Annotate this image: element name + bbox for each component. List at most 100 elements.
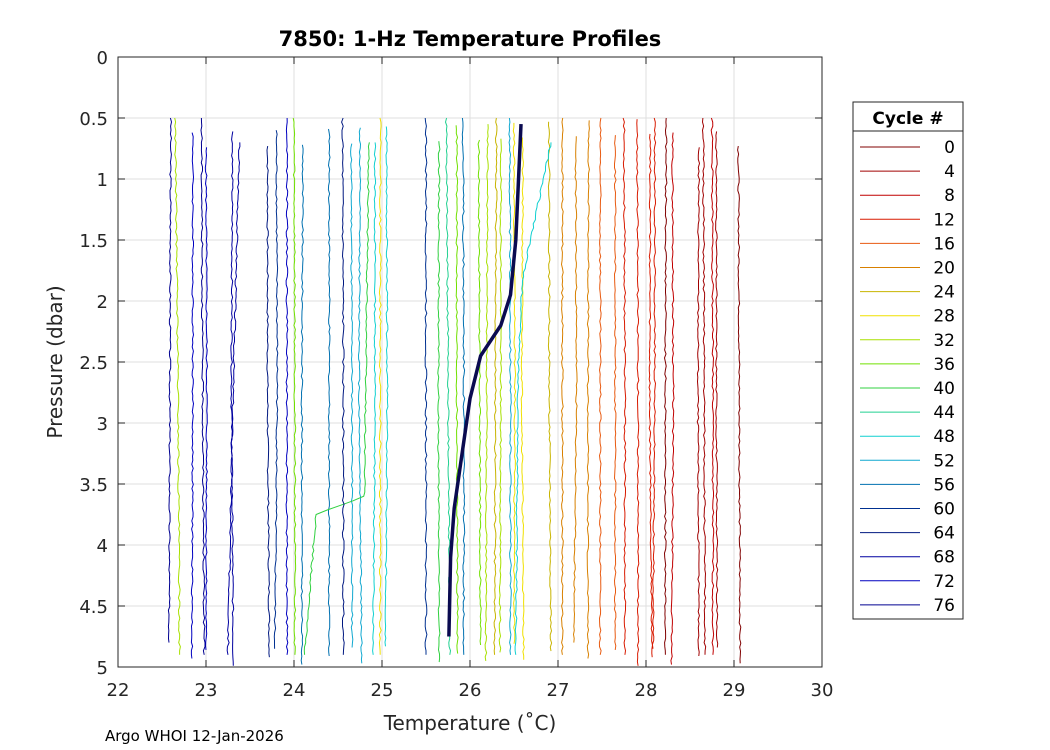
profile-line <box>372 142 377 655</box>
profile-line <box>384 126 389 647</box>
legend-label: 12 <box>933 210 955 230</box>
profile-line <box>696 147 701 657</box>
profile-line <box>648 133 654 658</box>
profile-line <box>167 117 173 643</box>
profile-line <box>613 135 617 650</box>
legend-label: 36 <box>933 355 955 375</box>
profile-line <box>327 128 331 657</box>
profile-line-cycle-36 <box>292 117 297 655</box>
profile-line-cycle-28 <box>378 117 382 655</box>
y-tick-label: 0 <box>97 48 108 69</box>
profile-line-cycle-40 <box>303 142 370 655</box>
y-tick-label: 1 <box>97 170 108 191</box>
legend-label: 28 <box>933 307 955 327</box>
y-tick-label: 3.5 <box>79 475 108 496</box>
y-axis-label: Pressure (dbar) <box>43 285 67 438</box>
chart-title: 7850: 1-Hz Temperature Profiles <box>279 27 662 51</box>
profile-line-cycle-24 <box>493 117 498 655</box>
legend-label: 44 <box>933 403 955 423</box>
legend-label: 52 <box>933 451 955 471</box>
profile-line <box>572 136 578 643</box>
x-axis-label: Temperature (˚C) <box>383 711 557 735</box>
profile-line <box>651 117 657 649</box>
y-tick-label: 2.5 <box>79 353 108 374</box>
legend-label: 68 <box>933 548 955 568</box>
latest-profile-line <box>447 124 523 637</box>
highlighted-profile <box>447 124 523 637</box>
profile-line-cycle-56 <box>461 117 466 655</box>
y-tick-label: 2 <box>97 292 108 313</box>
x-tick-label: 22 <box>107 680 130 701</box>
profile-line-cycle-32 <box>174 117 181 655</box>
legend-label: 48 <box>933 427 955 447</box>
y-tick-label: 3 <box>97 414 108 435</box>
profile-line-cycle-48 <box>514 142 552 655</box>
legend-label: 0 <box>944 138 955 158</box>
profile-lines <box>174 117 715 655</box>
x-tick-label: 28 <box>635 680 658 701</box>
legend-label: 16 <box>933 234 955 254</box>
x-axis-ticks: 22 23 24 25 26 27 28 29 30 <box>107 57 834 701</box>
profile-line <box>586 120 590 659</box>
legend-label: 64 <box>933 524 955 544</box>
profile-line <box>350 143 354 648</box>
profile-line-cycle-64 <box>341 117 345 655</box>
legend-label: 56 <box>933 475 955 495</box>
legend-label: 32 <box>933 331 955 351</box>
y-tick-label: 4 <box>97 536 108 557</box>
legend-label: 76 <box>933 596 955 616</box>
profile-line-cycle-12 <box>622 117 627 655</box>
profile-line <box>547 121 553 652</box>
profile-line-cycle-52 <box>508 117 512 655</box>
profile-line <box>455 125 459 654</box>
x-tick-label: 27 <box>547 680 570 701</box>
x-tick-label: 29 <box>723 680 746 701</box>
profile-line <box>266 146 271 658</box>
y-tick-label: 4.5 <box>79 597 108 618</box>
profile-lines-background <box>167 117 742 666</box>
profile-line <box>484 124 489 661</box>
profile-line <box>512 122 517 644</box>
legend-label: 20 <box>933 259 955 279</box>
profile-line <box>357 127 363 664</box>
profile-line <box>737 146 742 664</box>
x-tick-label: 23 <box>195 680 218 701</box>
profile-line-cycle-8 <box>710 117 715 655</box>
profile-line <box>477 139 482 646</box>
legend-label: 8 <box>944 186 955 206</box>
profile-line-cycle-0 <box>663 117 668 655</box>
profile-line-cycle-4 <box>701 117 707 655</box>
profile-line <box>670 132 675 665</box>
profile-line <box>204 147 209 650</box>
legend-label: 24 <box>933 283 955 303</box>
profile-line <box>715 131 719 648</box>
profile-line <box>230 131 235 666</box>
x-tick-label: 26 <box>459 680 482 701</box>
profile-line <box>636 119 640 666</box>
x-tick-label: 25 <box>371 680 394 701</box>
profile-line <box>520 137 525 660</box>
x-tick-label: 30 <box>811 680 834 701</box>
profile-line-cycle-20 <box>560 117 564 655</box>
profile-line-cycle-60 <box>424 117 428 655</box>
y-tick-label: 5 <box>97 658 108 679</box>
y-axis-ticks: 0 0.5 1 1.5 2 2.5 3 3.5 4 4.5 5 <box>79 48 822 679</box>
profile-line-cycle-68 <box>226 142 241 655</box>
legend-label: 40 <box>933 379 955 399</box>
profile-line-cycle-72 <box>285 117 289 655</box>
y-tick-label: 0.5 <box>79 109 108 130</box>
legend-label: 60 <box>933 500 955 520</box>
profile-line-cycle-16 <box>598 117 602 655</box>
legend-title: Cycle # <box>872 109 943 129</box>
legend-label: 4 <box>944 162 955 182</box>
legend: Cycle # 04812162024283236404448525660646… <box>852 101 964 620</box>
profile-line <box>190 132 195 659</box>
y-tick-label: 1.5 <box>79 231 108 252</box>
x-tick-label: 24 <box>283 680 306 701</box>
profile-line <box>437 141 441 663</box>
profile-line <box>273 130 279 649</box>
profile-line-cycle-76 <box>200 117 206 655</box>
profile-line <box>300 144 304 665</box>
